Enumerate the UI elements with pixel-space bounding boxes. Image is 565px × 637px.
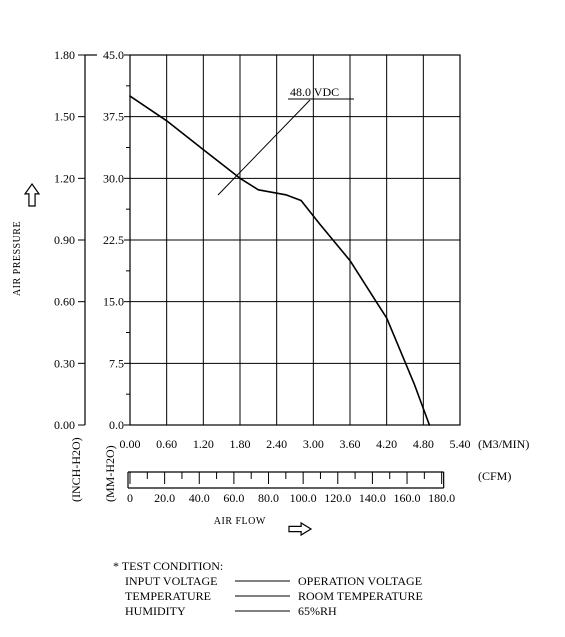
y-inner-tick-label: 22.5 <box>103 233 124 247</box>
y-inner-unit: (MM-H2O) <box>103 445 117 502</box>
y-outer-tick-label: 1.50 <box>54 110 75 124</box>
x-axis-title: AIR FLOW <box>214 516 266 527</box>
figure-container: 0.00 0.30 0.60 0.90 1.20 1.50 1.80 0.0 7.5 15.0 22… <box>0 0 565 637</box>
x-bottom-tick-label: 100.0 <box>290 491 317 505</box>
x-top-unit: (M3/MIN) <box>478 437 529 451</box>
x-top-tick-label: 4.80 <box>413 437 434 451</box>
x-top-tick-label: 5.40 <box>450 437 471 451</box>
x-top-tick-label: 1.20 <box>193 437 214 451</box>
x-bottom-tick-label: 180.0 <box>428 491 455 505</box>
y-inner-tick-label: 45.0 <box>103 48 124 62</box>
x-bottom-tick-label: 120.0 <box>324 491 351 505</box>
x-bottom-tick-label: 140.0 <box>359 491 386 505</box>
x-bottom-tick-label: 0 <box>127 491 133 505</box>
test-condition-left: HUMIDITY <box>125 604 186 618</box>
x-top-tick-label: 0.00 <box>120 437 141 451</box>
test-condition-right: ROOM TEMPERATURE <box>298 589 423 603</box>
x-top-tick-label: 0.60 <box>156 437 177 451</box>
x-bottom-tick-label: 80.0 <box>258 491 279 505</box>
y-inner-tick-label: 0.0 <box>109 418 124 432</box>
y-outer-tick-label: 0.60 <box>54 295 75 309</box>
x-bottom-tick-label: 160.0 <box>394 491 421 505</box>
up-arrow-icon <box>25 184 39 206</box>
x-bottom-unit: (CFM) <box>478 469 511 483</box>
x-top-tick-label: 3.00 <box>303 437 324 451</box>
x-bottom-tick-label: 60.0 <box>223 491 244 505</box>
x-top-tick-label: 3.60 <box>340 437 361 451</box>
y-outer-unit: (INCH-H2O) <box>69 437 83 502</box>
test-condition-right: OPERATION VOLTAGE <box>298 574 422 588</box>
y-outer-tick-label: 0.00 <box>54 418 75 432</box>
test-condition-right: 65%RH <box>298 604 337 618</box>
right-arrow-icon <box>289 523 311 535</box>
curve-annotation-leader <box>218 100 310 195</box>
y-outer-tick-label: 1.80 <box>54 48 75 62</box>
y-axis-title: AIR PRESSURE <box>12 221 23 296</box>
y-outer-tick-label: 0.90 <box>54 233 75 247</box>
test-condition-header: * TEST CONDITION: <box>113 559 223 573</box>
x-top-tick-label: 2.40 <box>266 437 287 451</box>
curve-annotation-label: 48.0 VDC <box>290 85 339 99</box>
y-outer-tick-label: 1.20 <box>54 171 75 185</box>
x-bottom-tick-label: 20.0 <box>154 491 175 505</box>
y-inner-tick-label: 37.5 <box>103 110 124 124</box>
performance-curve <box>130 96 429 425</box>
y-inner-tick-label: 30.0 <box>103 171 124 185</box>
test-condition-left: TEMPERATURE <box>125 589 211 603</box>
y-outer-tick-label: 0.30 <box>54 356 75 370</box>
x-bottom-tick-label: 40.0 <box>189 491 210 505</box>
chart-svg: 0.00 0.30 0.60 0.90 1.20 1.50 1.80 0.0 7.5 15.0 22… <box>0 0 565 637</box>
test-condition-left: INPUT VOLTAGE <box>125 574 218 588</box>
x-top-tick-label: 4.20 <box>376 437 397 451</box>
y-inner-tick-label: 7.5 <box>109 356 124 370</box>
x-top-tick-label: 1.80 <box>230 437 251 451</box>
y-inner-tick-label: 15.0 <box>103 295 124 309</box>
